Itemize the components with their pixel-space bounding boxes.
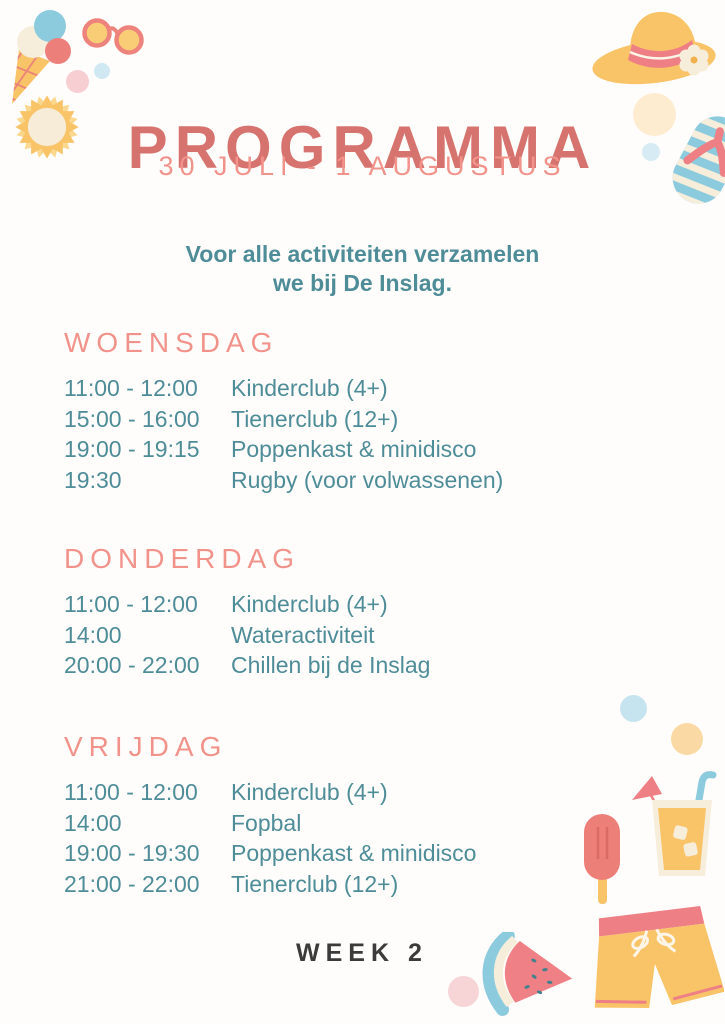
activity-time: 19:30: [64, 466, 122, 493]
schedule-row: 20:00 - 22:00 Chillen bij de Inslag: [64, 650, 695, 681]
schedule-row: 21:00 - 22:00 Tienerclub (12+): [64, 869, 695, 900]
schedule-row: 19:00 - 19:15 Poppenkast & minidisco: [64, 434, 695, 465]
activity-time: 11:00 - 12:00: [64, 779, 198, 805]
activity-label: Kinderclub (4+): [231, 591, 388, 617]
activity-label: Poppenkast & minidisco: [231, 436, 477, 462]
activity-label: Kinderclub (4+): [231, 779, 388, 805]
watermelon-icon: [482, 932, 573, 1017]
decor-dot: [642, 143, 660, 161]
activity-label: Kinderclub (4+): [231, 375, 388, 401]
schedule-row: 11:00 - 12:00 Kinderclub (4+): [64, 589, 695, 620]
schedule-list: 11:00 - 12:00 Kinderclub (4+) 14:00 Wate…: [64, 589, 695, 681]
activity-time: 19:00 - 19:15: [64, 436, 200, 462]
schedule-row: 15:00 - 16:00 Tienerclub (12+): [64, 404, 695, 435]
day-section-vrijdag: VRIJDAG 11:00 - 12:00 Kinderclub (4+) 14…: [64, 731, 695, 899]
date-range: 30 JULI - 1 AUGUSTUS: [158, 151, 567, 181]
decor-dot: [448, 976, 479, 1007]
activity-label: Wateractiviteit: [231, 621, 375, 648]
decor-dot: [671, 723, 703, 755]
day-heading: WOENSDAG: [64, 327, 279, 358]
day-section-woensdag: WOENSDAG 11:00 - 12:00 Kinderclub (4+) 1…: [64, 327, 695, 495]
schedule-list: 11:00 - 12:00 Kinderclub (4+) 15:00 - 16…: [64, 373, 695, 495]
activity-time: 11:00 - 12:00: [64, 591, 198, 617]
activity-time: 19:00 - 19:30: [64, 840, 200, 866]
activity-label: Fopbal: [231, 809, 302, 836]
meeting-note-line1: Voor alle activiteiten verzamelen: [185, 241, 540, 267]
schedule-row: 19:00 - 19:30 Poppenkast & minidisco: [64, 838, 695, 869]
activity-time: 15:00 - 16:00: [64, 405, 200, 432]
activity-time: 14:00: [64, 621, 122, 648]
schedule-list: 11:00 - 12:00 Kinderclub (4+) 14:00 Fopb…: [64, 777, 695, 899]
schedule-row: 14:00 Wateractiviteit: [64, 620, 695, 651]
decor-dot: [620, 695, 647, 722]
activity-label: Tienerclub (12+): [231, 405, 399, 432]
activity-time: 20:00 - 22:00: [64, 652, 200, 678]
activity-label: Tienerclub (12+): [231, 870, 399, 897]
day-heading: DONDERDAG: [64, 543, 301, 574]
day-heading: VRIJDAG: [64, 731, 228, 762]
sunglasses-icon: [82, 18, 144, 55]
schedule-row: 11:00 - 12:00 Kinderclub (4+): [64, 777, 695, 808]
schedule-row: 11:00 - 12:00 Kinderclub (4+): [64, 373, 695, 404]
meeting-note-line2: we bij De Inslag.: [273, 270, 452, 296]
activity-time: 21:00 - 22:00: [64, 870, 200, 897]
activity-label: Rugby (voor volwassenen): [231, 466, 504, 493]
activity-time: 14:00: [64, 809, 122, 836]
decor-dot: [94, 63, 110, 79]
ice-cream-icon: [12, 10, 71, 104]
schedule-row: 14:00 Fopbal: [64, 808, 695, 839]
sun-hat-icon: [592, 11, 716, 85]
activity-label: Poppenkast & minidisco: [231, 840, 477, 866]
activity-time: 11:00 - 12:00: [64, 375, 198, 401]
activity-label: Chillen bij de Inslag: [231, 652, 431, 678]
swim-shorts-icon: [594, 905, 724, 1008]
decor-dot: [633, 93, 676, 136]
decor-dot: [66, 70, 89, 93]
week-label: WEEK 2: [296, 939, 428, 967]
page-title: PROGRAMMA: [127, 114, 598, 182]
meeting-note: Voor alle activiteiten verzamelen we bij …: [0, 240, 725, 298]
day-section-donderdag: DONDERDAG 11:00 - 12:00 Kinderclub (4+) …: [64, 543, 695, 681]
schedule-row: 19:30 Rugby (voor volwassenen): [64, 465, 695, 496]
